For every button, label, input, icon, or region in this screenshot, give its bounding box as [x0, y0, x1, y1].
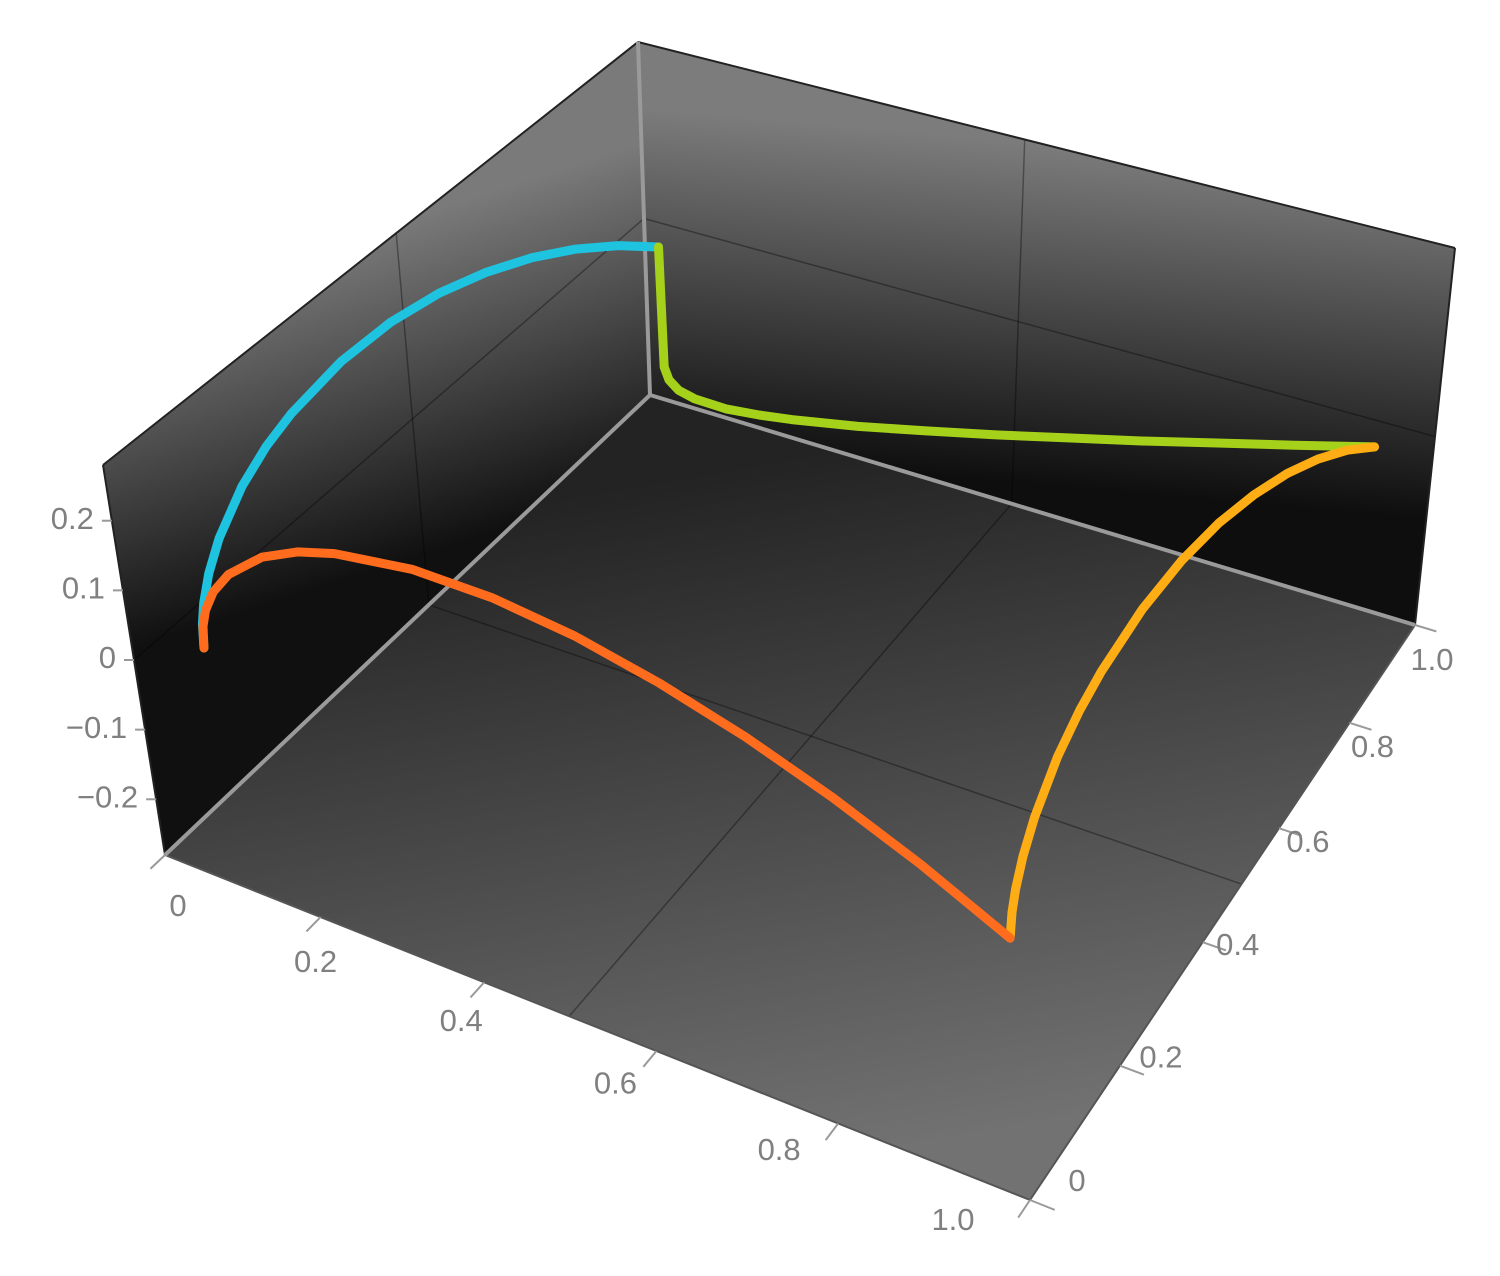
- tick-mark: [1278, 827, 1302, 837]
- tick-mark: [1349, 721, 1372, 731]
- tick-mark: [824, 1122, 839, 1141]
- curves: [197, 241, 1379, 943]
- x-tick-label: 0.2: [294, 944, 337, 979]
- x-tick-label: 0.8: [758, 1132, 801, 1167]
- x-tick-label: 0: [169, 888, 186, 923]
- tick-mark: [1017, 1199, 1031, 1219]
- z-tick-label: 0: [99, 640, 116, 675]
- tick-mark: [1119, 1064, 1145, 1076]
- box-edge: [102, 41, 639, 466]
- x-tick-label: 1.0: [931, 1202, 974, 1237]
- tick-mark: [305, 916, 322, 933]
- z-tick-label: −0.1: [66, 710, 127, 745]
- y-tick-label: 0: [1068, 1163, 1085, 1198]
- x-tick-label: 0.6: [594, 1066, 637, 1101]
- tick-mark: [642, 1050, 658, 1068]
- left-wall: [103, 42, 650, 855]
- curve: [198, 547, 1015, 943]
- tick-mark: [1414, 624, 1437, 633]
- z-tick-label: 0.1: [62, 571, 105, 606]
- box-edge: [636, 41, 652, 396]
- tick-mark: [149, 854, 166, 870]
- grid-line: [568, 503, 1013, 1017]
- x-tick-label: 0.4: [440, 1003, 483, 1038]
- curve: [197, 241, 663, 653]
- z-tick-label: 0.2: [51, 501, 94, 536]
- y-tick-label: 0.4: [1216, 927, 1259, 962]
- curve: [654, 242, 1379, 452]
- grid-line: [428, 604, 1242, 885]
- box-edge: [163, 393, 652, 857]
- box-walls: [103, 42, 1455, 1200]
- box-edge: [164, 854, 1031, 1201]
- box-edge: [637, 41, 1456, 249]
- y-tick-label: 0.2: [1139, 1040, 1182, 1075]
- y-tick-label: 0.8: [1351, 729, 1394, 764]
- grid-line: [643, 217, 1436, 438]
- tick-mark: [1029, 1199, 1056, 1211]
- box-edge: [1414, 247, 1456, 626]
- box-edge: [649, 393, 1416, 627]
- tick-labels: 0 0.2 0.4 0.6 0.8 1.0 0 0.2 0.4 0.6 0.8 1.0 −0.2 −0.1…: [51, 501, 1454, 1237]
- back-wall: [638, 42, 1455, 625]
- box-edges: [102, 41, 1456, 1201]
- face-grid: [133, 139, 1436, 1017]
- tick-mark: [1202, 941, 1227, 952]
- grid-line: [1010, 139, 1026, 504]
- curve: [1005, 442, 1379, 943]
- tick-mark: [469, 981, 485, 999]
- grid-line: [395, 233, 430, 605]
- box-edge: [1029, 624, 1416, 1201]
- y-tick-label: 0.6: [1286, 824, 1329, 859]
- y-tick-label: 1.0: [1410, 642, 1453, 677]
- z-tick-label: −0.2: [77, 779, 138, 814]
